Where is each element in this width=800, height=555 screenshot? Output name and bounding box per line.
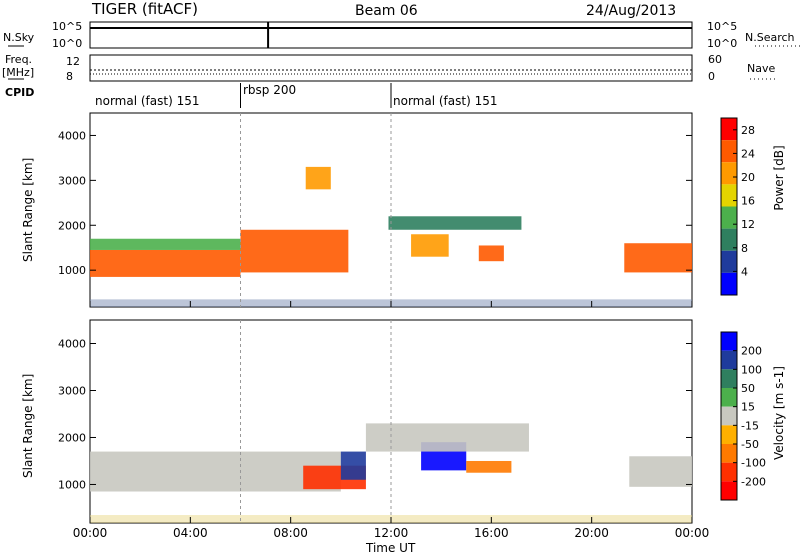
x-axis-label: Time UT: [366, 541, 416, 555]
xtick-label-5: 20:00: [574, 526, 609, 540]
velocity-colorbar-seg-7: [721, 444, 737, 463]
xtick-label-2: 08:00: [273, 526, 308, 540]
velocity-cbtick-label-4: -15: [741, 419, 759, 432]
nave-label: Nave: [747, 62, 776, 75]
power-colorbar-frame: [720, 117, 738, 296]
cpid-segment-2: rbsp 200: [243, 83, 297, 97]
nave-tick-top: 60: [708, 53, 722, 66]
velocity-colorbar-seg-6: [721, 425, 737, 444]
cpid-label: CPID: [5, 86, 35, 99]
power-cbtick-label-6: 28: [741, 124, 755, 137]
power-cbtick-label-4: 20: [741, 171, 755, 184]
date-title: 24/Aug/2013: [586, 3, 677, 19]
velocity-cbtick-label-0: 200: [741, 345, 762, 358]
xtick-label-4: 16:00: [474, 526, 509, 540]
freq-unit-label: [MHz]: [2, 66, 35, 79]
power-ylabel: Slant Range [km]: [21, 157, 35, 262]
xtick-label-3: 12:00: [374, 526, 409, 540]
power-colorbar-seg-1: [721, 118, 737, 141]
power-cbtick-label-1: 8: [741, 242, 748, 255]
cpid-segment-3: normal (fast) 151: [393, 94, 498, 108]
velocity-cbtick-label-3: 15: [741, 401, 755, 414]
nsky-right-tick-top: 10^5: [707, 20, 738, 33]
nsky-tick-bottom: 10^0: [52, 37, 83, 50]
velocity-colorbar-frame: [720, 331, 738, 501]
velocity-cbtick-label-2: 50: [741, 382, 755, 395]
power-region-6: [478, 245, 504, 262]
power-colorbar-seg-5: [721, 206, 737, 229]
velocity-ytick-label-4000: 4000: [58, 337, 86, 350]
velocity-ytick-label-2000: 2000: [58, 431, 86, 444]
power-region-4: [305, 166, 331, 190]
velocity-colorbar-seg-8: [721, 462, 737, 482]
velocity-ylabel: Slant Range [km]: [21, 373, 35, 478]
velocity-region-7: [629, 456, 692, 487]
velocity-colorbar-seg-3: [721, 369, 737, 388]
power-region-3: [240, 229, 349, 273]
velocity-region-6: [365, 423, 529, 452]
velocity-colorbar-seg-2: [721, 350, 737, 370]
velocity-cbtick-label-1: 100: [741, 363, 762, 376]
station-title: TIGER (fitACF): [92, 0, 199, 18]
velocity-region-3: [340, 451, 366, 480]
velocity-cbtick-label-7: -200: [741, 475, 766, 488]
velocity-colorbar-seg-9: [721, 481, 737, 500]
velocity-region-1: [90, 451, 341, 492]
freq-tick-top: 12: [66, 55, 80, 68]
velocity-ytick-label-1000: 1000: [58, 478, 86, 491]
power-cbtick-label-5: 24: [741, 147, 755, 160]
freq-panel: [89, 54, 693, 82]
power-region-8: [624, 243, 692, 273]
velocity-cbtick-label-5: -50: [741, 438, 759, 451]
power-ytick-label-1000: 1000: [58, 264, 86, 277]
power-ytick-label-2000: 2000: [58, 219, 86, 232]
velocity-colorbar-seg-4: [721, 388, 737, 407]
power-cbtick-label-2: 12: [741, 218, 755, 231]
power-region-1: [90, 249, 241, 277]
power-cbtick-label-0: 4: [741, 265, 748, 278]
power-colorbar-seg-7: [721, 250, 737, 273]
plot-marks: 1000 2000 3000 4000 4 8 12 16 20 24 28 1000 2000 3000…: [58, 113, 766, 540]
power-ytick-label-3000: 3000: [58, 174, 86, 187]
nsky-right-tick-bottom: 10^0: [707, 37, 738, 50]
velocity-colorbar-seg-5: [721, 406, 737, 426]
power-colorbar-seg-2: [721, 140, 737, 163]
power-region-7: [388, 216, 522, 230]
power-colorbar-seg-6: [721, 228, 737, 251]
xtick-label-6: 00:00: [675, 526, 710, 540]
cpid-segment-1: normal (fast) 151: [95, 94, 200, 108]
power-colorbar-seg-8: [721, 272, 737, 295]
velocity-cbtick-label-6: -100: [741, 457, 766, 470]
velocity-colorbar-label: Velocity [m s-1]: [772, 366, 786, 460]
power-ytick-label-4000: 4000: [58, 129, 86, 142]
power-colorbar-seg-4: [721, 184, 737, 207]
velocity-region-5: [466, 460, 512, 473]
xtick-label-1: 04:00: [173, 526, 208, 540]
power-colorbar-seg-3: [721, 162, 737, 185]
beam-title: Beam 06: [355, 3, 418, 19]
nsky-tick-top: 10^5: [52, 20, 83, 33]
power-colorbar-label: Power [dB]: [772, 145, 786, 211]
nave-tick-bottom: 0: [708, 70, 715, 83]
freq-label: Freq.: [5, 53, 33, 66]
xtick-label-0: 00:00: [73, 526, 108, 540]
nsearch-label: N.Search: [745, 31, 795, 44]
power-region-2: [90, 238, 241, 250]
nsky-panel: [89, 21, 693, 49]
nsky-label: N.Sky: [3, 31, 35, 44]
freq-tick-bottom: 8: [66, 70, 73, 83]
velocity-colorbar-seg-1: [721, 332, 737, 351]
power-region-5: [411, 234, 449, 257]
power-cbtick-label-3: 16: [741, 195, 755, 208]
velocity-ytick-label-3000: 3000: [58, 384, 86, 397]
